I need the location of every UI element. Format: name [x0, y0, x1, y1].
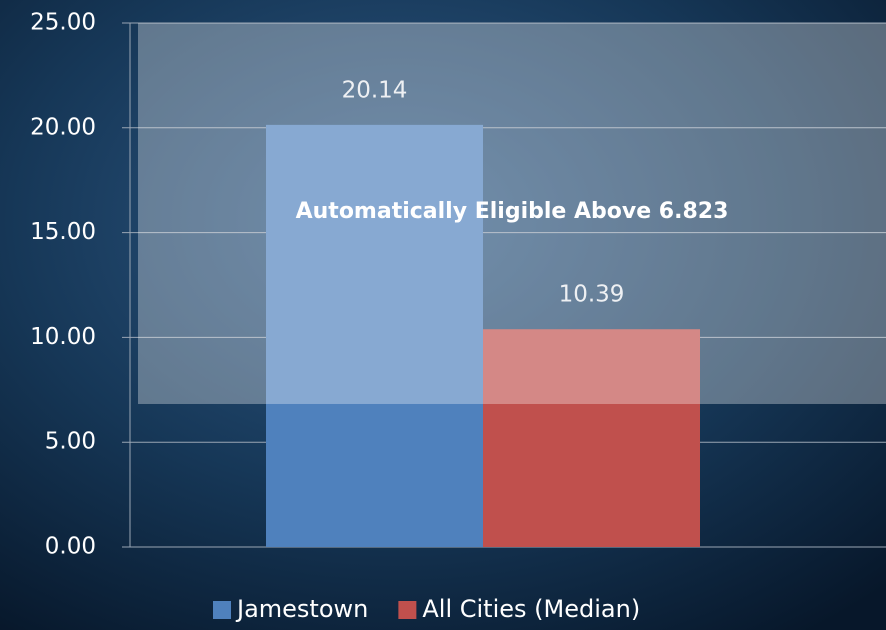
chart: 0.005.0010.0015.0020.0025.0020.1410.39Au…: [0, 0, 886, 630]
y-tick-label: 10.00: [30, 324, 96, 350]
y-tick-label: 5.00: [45, 429, 96, 455]
legend-swatch: [213, 601, 231, 619]
y-tick-label: 25.00: [30, 10, 96, 36]
y-tick-label: 20.00: [30, 114, 96, 140]
legend-label: All Cities (Median): [422, 595, 640, 623]
legend-swatch: [398, 601, 416, 619]
legend-label: Jamestown: [235, 595, 368, 623]
y-tick-label: 15.00: [30, 219, 96, 245]
annotation-text: Automatically Eligible Above 6.823: [296, 199, 729, 224]
y-tick-label: 0.00: [45, 534, 96, 560]
